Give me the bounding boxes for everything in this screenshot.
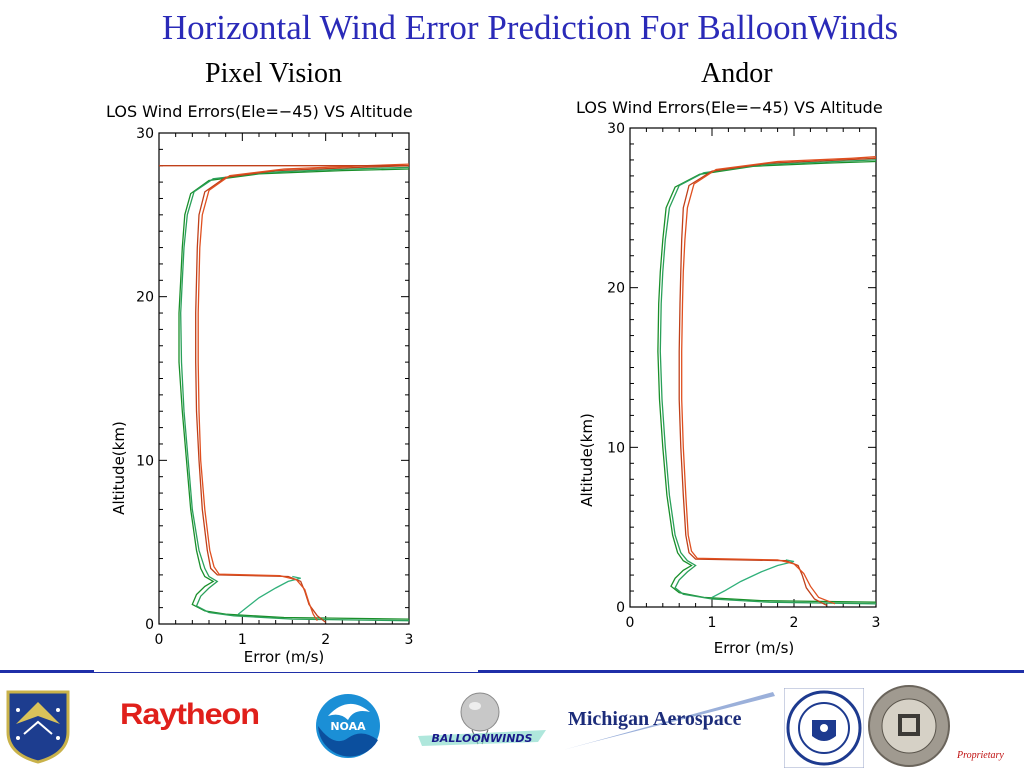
raytheon-logo: Raytheon xyxy=(120,698,260,731)
slide-title: Horizontal Wind Error Prediction For Bal… xyxy=(161,8,899,47)
series-line-5 xyxy=(197,163,409,622)
x-tick-label: 3 xyxy=(872,615,881,631)
y-axis-label: Altitude(km) xyxy=(110,421,128,515)
x-axis-label: Error (m/s) xyxy=(244,648,325,666)
chart-series-group xyxy=(159,163,409,623)
chart-pixel-vision: LOS Wind Errors(Ele=−45) VS Altitude 0 1 2… xyxy=(106,102,413,666)
y-tick-label: 10 xyxy=(607,440,625,456)
x-tick-label: 0 xyxy=(155,632,164,648)
chart-title: LOS Wind Errors(Ele=−45) VS Altitude xyxy=(576,98,883,117)
series-line-5 xyxy=(681,156,876,605)
panel-label-andor: Andor xyxy=(701,58,773,89)
balloonwinds-logo-icon: BALLOONWINDS xyxy=(418,692,546,746)
panel-label-pixel-vision: Pixel Vision xyxy=(205,58,343,89)
michigan-aerospace-wordmark: Michigan Aerospace xyxy=(568,708,742,730)
y-tick-label: 20 xyxy=(136,290,154,306)
series-line-3 xyxy=(711,559,795,598)
series-line-2 xyxy=(659,159,876,605)
x-tick-label: 3 xyxy=(405,632,414,648)
y-tick-label: 30 xyxy=(136,126,154,142)
michigan-aerospace-logo: Michigan Aerospace xyxy=(563,690,778,750)
noaa-logo-icon: NOAA xyxy=(316,694,380,758)
series-line-3 xyxy=(237,575,301,615)
x-tick-label: 1 xyxy=(238,632,247,648)
y-tick-label: 0 xyxy=(145,617,154,633)
y-tick-label: 30 xyxy=(607,121,625,137)
footer-divider-left xyxy=(0,670,94,673)
y-tick-label: 20 xyxy=(607,281,625,297)
noaa-wordmark: NOAA xyxy=(330,720,366,733)
michigan-swoosh-icon xyxy=(563,692,775,750)
afrl-logo-icon xyxy=(6,690,70,764)
series-line-2 xyxy=(180,166,409,622)
x-axis-label: Error (m/s) xyxy=(714,639,795,657)
x-tick-label: 0 xyxy=(626,615,635,631)
chart-title: LOS Wind Errors(Ele=−45) VS Altitude xyxy=(106,102,413,121)
y-tick-label: 10 xyxy=(136,453,154,469)
unh-seal-icon xyxy=(784,688,864,768)
proprietary-label: Proprietary xyxy=(957,750,1004,761)
series-line-1 xyxy=(178,168,409,620)
chart-series-group xyxy=(657,156,876,606)
plot-frame xyxy=(629,127,877,608)
chart-andor: LOS Wind Errors(Ele=−45) VS Altitude 0 1 2… xyxy=(576,98,883,657)
footer-divider-mid xyxy=(94,672,478,673)
footer-divider-right xyxy=(478,670,1024,673)
series-line-4 xyxy=(195,165,409,623)
x-tick-label: 2 xyxy=(790,615,799,631)
series-line-1 xyxy=(657,160,876,603)
x-tick-label: 2 xyxy=(321,632,330,648)
y-tick-label: 0 xyxy=(616,600,625,616)
x-tick-label: 1 xyxy=(708,615,717,631)
balloonwinds-wordmark: BALLOONWINDS xyxy=(432,732,533,745)
series-line-4 xyxy=(678,157,876,606)
hawaii-seal-icon xyxy=(868,685,950,767)
y-axis-label: Altitude(km) xyxy=(578,413,596,507)
